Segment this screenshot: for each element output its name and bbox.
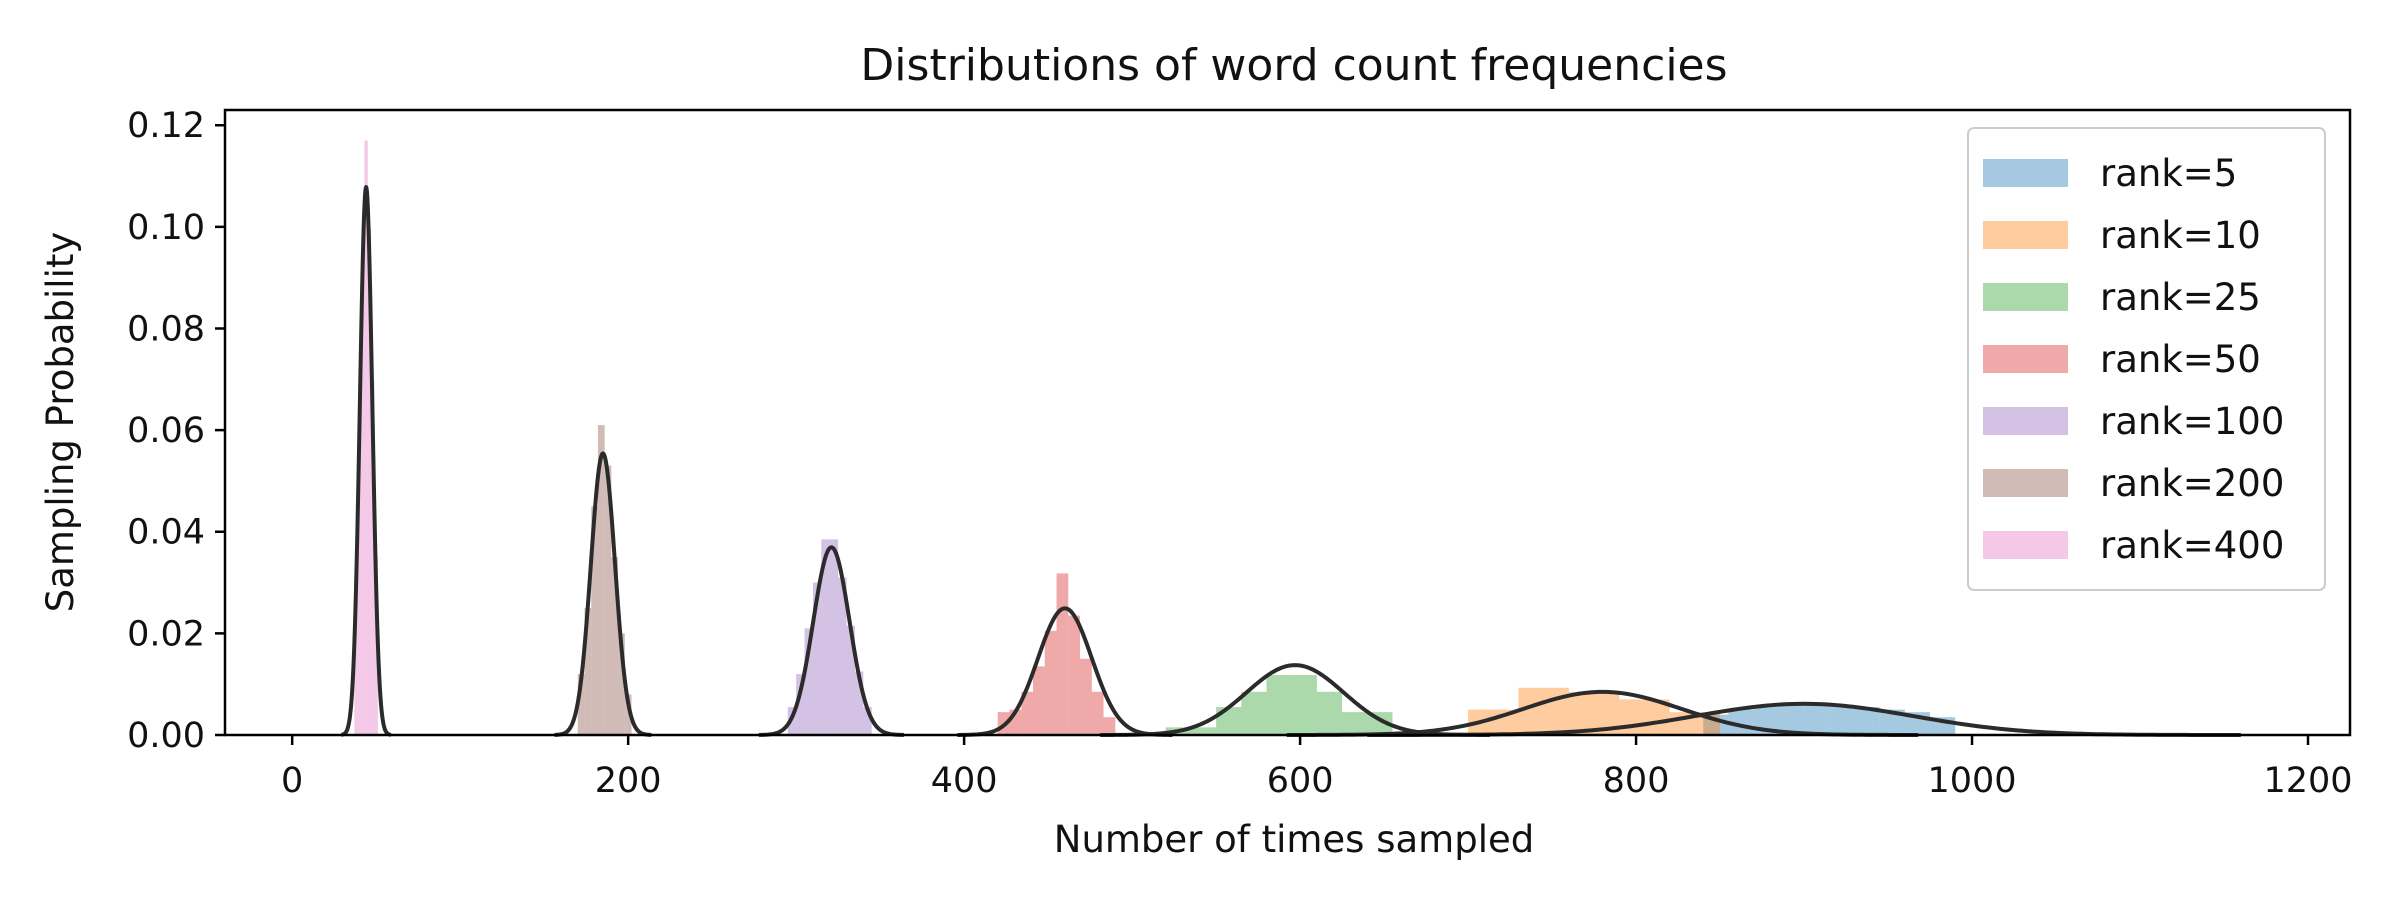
density-curves [339,185,2241,737]
bar-rank-200-4 [604,465,612,735]
bar-rank-400-4 [367,226,372,735]
y-tick-label: 0.10 [127,208,205,248]
bar-rank-400-2 [361,277,365,735]
bar-rank-25-3 [1241,691,1267,735]
y-axis-ticks: 0.00 0.02 0.04 0.06 0.08 0.10 0.12 [127,106,225,756]
bar-rank-100-7 [846,625,855,735]
bar-rank-200-5 [611,557,619,735]
y-tick-label: 0.00 [127,716,205,756]
legend-frame [1967,127,2326,591]
bar-rank-50-4 [1044,630,1057,735]
bar-rank-100-3 [812,582,822,735]
legend-label-rank-50: rank=50 [2100,338,2261,381]
bar-rank-25-1 [1190,727,1217,735]
bar-rank-50-6 [1068,615,1081,735]
density-curve-rank-100 [757,545,906,737]
y-tick-label: 0.04 [127,513,205,553]
bar-rank-50-5 [1056,573,1069,735]
legend-swatch-rank-10 [1983,221,2068,249]
density-curve-rank-50 [956,606,1174,737]
bar-rank-25-6 [1316,691,1343,735]
legend-label-rank-100: rank=100 [2100,400,2284,443]
bar-rank-100-9 [863,707,872,735]
bar-rank-400-1 [357,430,362,735]
density-curve-rank-200 [553,451,653,737]
bar-rank-5-5 [1829,704,1855,735]
y-tick-label: 0.06 [127,411,205,451]
legend-label-rank-200: rank=200 [2100,462,2284,505]
legend-swatch-rank-200 [1983,469,2068,497]
bar-rank-10-1 [1518,687,1569,735]
bar-rank-400-3 [364,140,368,736]
bar-rank-10-3 [1619,699,1670,735]
x-axis-label: Number of times sampled [1054,818,1534,861]
legend-label-rank-5: rank=5 [2100,152,2237,195]
bar-rank-100-1 [796,674,805,735]
plot-frame [223,108,2352,737]
bar-rank-25-7 [1342,712,1368,735]
bar-rank-50-1 [1009,709,1022,735]
bar-rank-100-6 [838,577,847,735]
legend-label-rank-25: rank=25 [2100,276,2261,319]
bar-rank-400-0 [354,582,358,735]
chart-title: Distributions of word count frequencies [860,40,1727,91]
y-tick-label: 0.08 [127,309,205,349]
bar-rank-50-9 [1103,717,1116,735]
bar-rank-200-2 [591,506,598,735]
bar-rank-50-8 [1091,691,1104,735]
bar-rank-100-8 [854,671,864,735]
legend-swatch-rank-400 [1983,531,2068,559]
legend-swatch-rank-5 [1983,159,2068,187]
y-axis-label: Sampling Probability [39,232,82,613]
x-tick-label: 400 [931,761,998,801]
x-tick-label: 1200 [2263,761,2352,801]
bar-rank-100-2 [804,628,813,735]
x-tick-label: 1000 [1927,761,2016,801]
bar-rank-50-2 [1021,691,1034,735]
bar-rank-200-3 [597,425,605,735]
bar-rank-50-7 [1080,658,1092,735]
bar-rank-25-5 [1291,675,1317,735]
x-tick-label: 0 [281,761,303,801]
legend-swatch-rank-100 [1983,407,2068,435]
bar-rank-100-4 [821,539,830,735]
bar-rank-5-4 [1804,704,1830,735]
bar-rank-200-1 [584,607,592,735]
density-curve-rank-400 [339,185,393,737]
x-tick-label: 800 [1603,761,1670,801]
x-tick-label: 200 [595,761,662,801]
legend-label-rank-10: rank=10 [2100,214,2261,257]
bar-rank-400-5 [371,379,375,735]
legend-swatch-rank-25 [1983,283,2068,311]
bar-rank-50-3 [1033,666,1045,735]
x-tick-label: 600 [1267,761,1334,801]
bar-rank-200-7 [624,694,632,735]
bar-rank-25-2 [1216,707,1242,735]
x-axis-ticks: 0 200 400 600 800 1000 1200 [281,735,2353,801]
histogram-bars [354,140,1956,736]
legend-label-rank-400: rank=400 [2100,524,2284,567]
y-tick-label: 0.12 [127,106,205,146]
legend: rank=5 rank=10 rank=25 rank=50 rank=100 rank=… [1967,127,2326,591]
bar-rank-200-0 [577,674,585,735]
bar-rank-200-6 [618,633,625,735]
y-tick-label: 0.02 [127,614,205,654]
legend-swatch-rank-50 [1983,345,2068,373]
bar-rank-25-4 [1266,675,1292,735]
bar-rank-100-5 [829,539,839,735]
